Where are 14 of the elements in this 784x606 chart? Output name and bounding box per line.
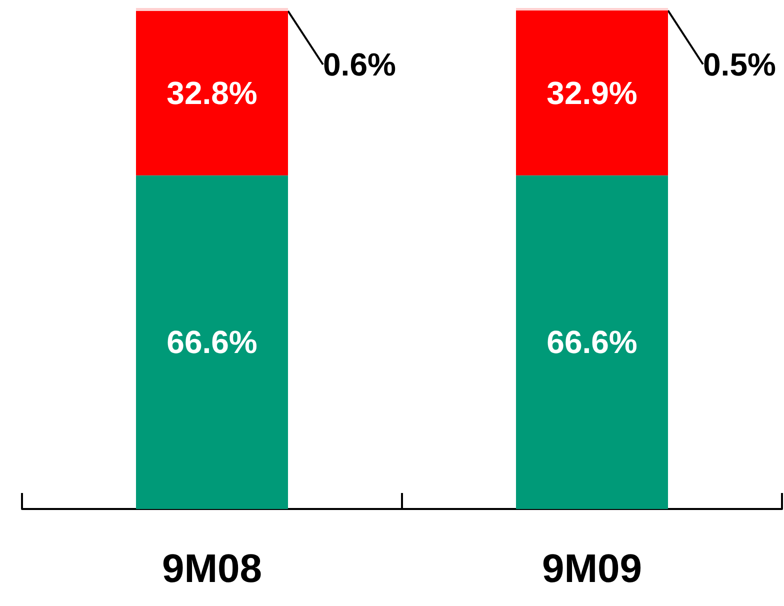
bar	[516, 8, 668, 11]
data-label: 0.6%	[323, 46, 396, 83]
data-label: 32.9%	[546, 74, 638, 111]
bar	[516, 175, 668, 509]
bar	[136, 175, 288, 509]
bar	[516, 10, 668, 176]
data-label: 66.6%	[546, 324, 638, 360]
data-label: 0.5%	[703, 46, 776, 82]
x-tick-label: 9M09	[542, 547, 642, 591]
x-tick-label: 9M08	[162, 547, 262, 591]
data-label: 32.8%	[166, 75, 258, 112]
data-label: 66.6%	[166, 324, 258, 360]
bar	[136, 8, 288, 12]
bar	[136, 11, 288, 176]
